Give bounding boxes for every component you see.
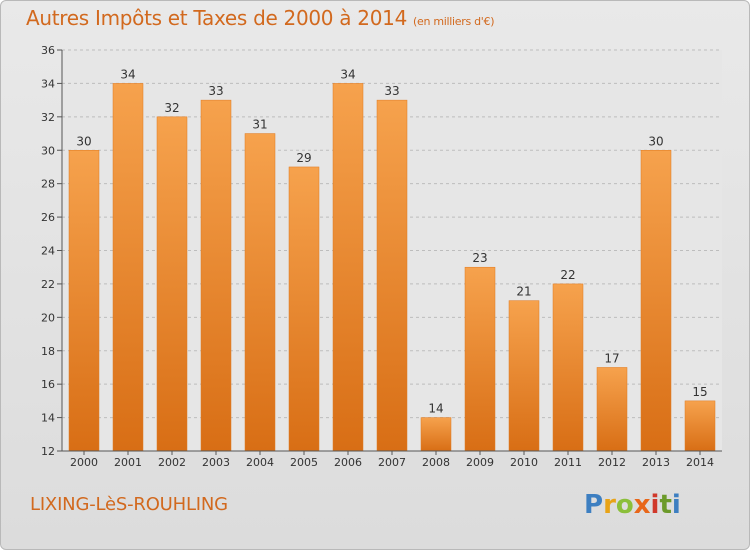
bar bbox=[640, 150, 672, 452]
bar-value-label: 33 bbox=[208, 84, 223, 98]
x-tick-label: 2000 bbox=[70, 456, 98, 469]
logo-letter: t bbox=[659, 490, 672, 520]
y-tick-label: 30 bbox=[41, 144, 55, 157]
y-tick-label: 34 bbox=[41, 77, 55, 90]
bar-value-label: 23 bbox=[472, 251, 487, 265]
bar bbox=[332, 83, 364, 452]
y-tick-label: 14 bbox=[41, 412, 55, 425]
x-tick-label: 2014 bbox=[686, 456, 714, 469]
bar-value-label: 30 bbox=[648, 134, 663, 148]
bar bbox=[596, 367, 628, 452]
x-tick-label: 2004 bbox=[246, 456, 274, 469]
x-tick-label: 2010 bbox=[510, 456, 538, 469]
bar bbox=[112, 83, 144, 452]
bar bbox=[68, 150, 100, 452]
bar bbox=[288, 166, 320, 452]
y-tick-label: 32 bbox=[41, 111, 55, 124]
bar bbox=[552, 283, 584, 452]
x-tick-label: 2008 bbox=[422, 456, 450, 469]
x-tick-label: 2003 bbox=[202, 456, 230, 469]
x-tick-label: 2009 bbox=[466, 456, 494, 469]
y-tick-label: 28 bbox=[41, 178, 55, 191]
bar bbox=[156, 116, 188, 452]
bar-value-label: 33 bbox=[384, 84, 399, 98]
x-tick-label: 2013 bbox=[642, 456, 670, 469]
logo-letter: i bbox=[650, 490, 660, 520]
proxiti-logo: Proxiti bbox=[584, 490, 681, 520]
bar bbox=[244, 133, 276, 452]
bar-value-label: 34 bbox=[340, 67, 355, 81]
x-tick-label: 2006 bbox=[334, 456, 362, 469]
chart-title-text: Autres Impôts et Taxes de 2000 à 2014 bbox=[26, 6, 407, 30]
bar-value-label: 17 bbox=[604, 351, 619, 365]
y-tick-label: 16 bbox=[41, 378, 55, 391]
bar-value-label: 15 bbox=[692, 385, 707, 399]
x-tick-label: 2007 bbox=[378, 456, 406, 469]
bar-value-label: 29 bbox=[296, 151, 311, 165]
location-name: LIXING-LèS-ROUHLING bbox=[30, 494, 228, 515]
bar-value-label: 31 bbox=[252, 118, 267, 132]
y-tick-label: 26 bbox=[41, 211, 55, 224]
x-tick-label: 2012 bbox=[598, 456, 626, 469]
x-tick-label: 2001 bbox=[114, 456, 142, 469]
y-tick-label: 12 bbox=[41, 445, 55, 458]
logo-letter: r bbox=[603, 490, 616, 520]
y-tick-label: 20 bbox=[41, 311, 55, 324]
bar bbox=[464, 266, 496, 452]
logo-letter: x bbox=[633, 490, 651, 520]
logo-letter: P bbox=[584, 490, 604, 520]
y-tick-label: 36 bbox=[41, 44, 55, 57]
x-axis: 2000 2001 2002 2003 2004 2005 2006 2007 2008 2009… bbox=[62, 450, 722, 469]
bar bbox=[684, 400, 716, 452]
bar bbox=[508, 300, 540, 452]
y-tick-label: 18 bbox=[41, 345, 55, 358]
bar-value-label: 21 bbox=[516, 285, 531, 299]
y-tick-label: 24 bbox=[41, 245, 55, 258]
bar bbox=[376, 99, 408, 452]
logo-letter: i bbox=[671, 490, 681, 520]
x-tick-label: 2002 bbox=[158, 456, 186, 469]
y-tick-label: 22 bbox=[41, 278, 55, 291]
bar-value-label: 30 bbox=[76, 134, 91, 148]
bar-value-label: 14 bbox=[428, 402, 443, 416]
chart-unit: (en milliers d'€) bbox=[413, 15, 495, 28]
bar-value-label: 22 bbox=[560, 268, 575, 282]
x-tick-label: 2005 bbox=[290, 456, 318, 469]
bar-value-label: 34 bbox=[120, 67, 135, 81]
y-axis: 12 14 16 18 20 22 24 26 28 30 32 34 36 bbox=[41, 44, 63, 458]
logo-letter: o bbox=[615, 490, 634, 520]
chart-title: Autres Impôts et Taxes de 2000 à 2014 (en… bbox=[26, 6, 494, 30]
bar-value-label: 32 bbox=[164, 101, 179, 115]
bar bbox=[200, 99, 232, 452]
bar-series: 30 34 32 33 31 29 34 33 14 23 21 22 17 30 15 bbox=[68, 67, 716, 452]
x-tick-label: 2011 bbox=[554, 456, 582, 469]
bar bbox=[420, 417, 452, 452]
